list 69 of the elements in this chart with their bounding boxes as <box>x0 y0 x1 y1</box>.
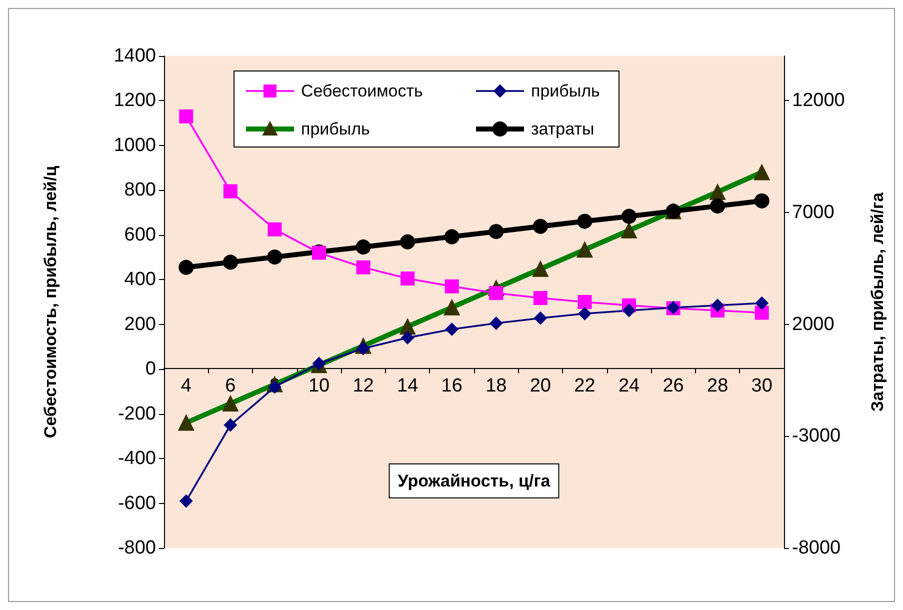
point <box>532 218 548 234</box>
point <box>400 234 416 250</box>
y-tick-label: -800 <box>118 538 156 558</box>
y-tick-label: 0 <box>145 358 156 380</box>
x-tick-label: 22 <box>574 375 596 396</box>
point <box>444 229 460 244</box>
y-tick-label: 200 <box>124 314 156 335</box>
x-tick-label: 12 <box>352 375 374 396</box>
point <box>755 296 768 310</box>
point <box>578 295 592 309</box>
point <box>710 198 726 214</box>
legend-label: Себестоимость <box>301 82 424 100</box>
y-tick-label: 800 <box>124 180 156 201</box>
x-tick-label: 14 <box>397 375 419 396</box>
point <box>711 298 724 312</box>
point <box>488 224 504 240</box>
point <box>754 193 770 208</box>
point <box>223 184 238 198</box>
point <box>444 279 459 294</box>
point <box>267 250 282 265</box>
y-axis-title: Себестоимость, прибыль, лей/ц <box>41 165 60 438</box>
x-tick-label: 20 <box>530 375 551 396</box>
x-tick-label: 24 <box>618 375 640 396</box>
point <box>754 306 769 320</box>
point <box>401 331 414 344</box>
x-axis-title: Урожайность, ц/га <box>398 471 551 490</box>
point <box>578 307 592 320</box>
point <box>534 312 547 325</box>
y-tick-label: -200 <box>118 403 156 424</box>
y2-tick-label: -3000 <box>792 426 841 447</box>
x-tick-label: 10 <box>308 375 330 396</box>
y2-tick-label: 2000 <box>792 314 834 335</box>
point <box>622 208 636 224</box>
x-tick-label: 30 <box>751 375 772 396</box>
point <box>356 260 370 274</box>
point <box>400 272 415 286</box>
x-tick-label: 6 <box>225 375 236 396</box>
legend-label: затраты <box>531 120 594 138</box>
point <box>622 304 636 317</box>
point <box>490 316 503 330</box>
y2-tick-label: 7000 <box>792 202 834 224</box>
y-tick-label: 400 <box>124 269 156 290</box>
y2-tick-label: -8000 <box>792 538 841 558</box>
y-tick-label: -600 <box>118 492 156 514</box>
x-tick-label: 28 <box>707 375 728 396</box>
x-tick-label: 26 <box>662 375 684 396</box>
y-tick-label: 1000 <box>114 134 156 156</box>
y-tick-label: 600 <box>124 224 156 246</box>
y-tick-label: -400 <box>118 448 156 470</box>
x-tick-label: 4 <box>180 375 192 396</box>
y2-axis-title: Затраты, прибыль, лей/га <box>868 192 887 412</box>
point <box>533 290 548 305</box>
legend-label: прибыль <box>301 120 370 138</box>
point <box>356 239 371 254</box>
point <box>445 322 458 336</box>
legend-label: прибыль <box>531 82 600 100</box>
point <box>178 260 194 275</box>
point <box>489 286 504 300</box>
point <box>577 214 592 229</box>
point <box>180 494 193 508</box>
y-tick-label: 1200 <box>114 90 156 112</box>
y-tick-label: 1400 <box>114 46 156 66</box>
point <box>268 222 282 236</box>
x-tick-label: 18 <box>486 375 507 396</box>
x-tick-label: 16 <box>441 375 462 396</box>
point <box>222 254 238 270</box>
point <box>179 109 194 124</box>
point <box>224 418 237 432</box>
y2-tick-label: 12000 <box>792 90 845 112</box>
